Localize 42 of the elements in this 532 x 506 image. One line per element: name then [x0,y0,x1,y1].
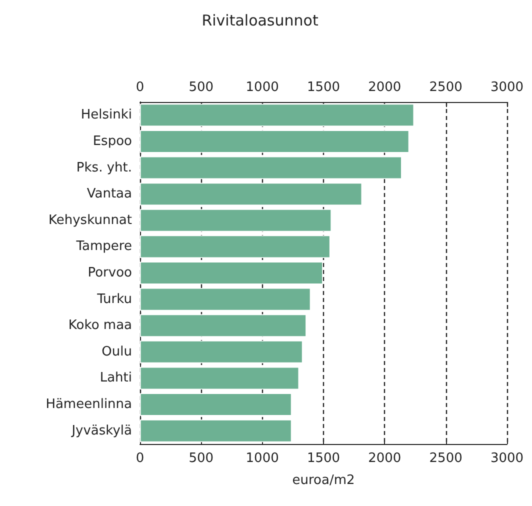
y-tick-label: Turku [96,292,132,307]
y-tick-label: Porvoo [88,266,132,280]
bar [140,130,410,153]
bar [140,340,303,364]
bar [140,235,330,258]
x-tick-label: 0 [136,451,144,466]
bar [140,156,402,180]
bar [140,288,311,311]
x-tick-label: 3000 [490,451,524,466]
y-tick-label: Tampere [75,239,132,254]
x2-tick-label: 3000 [490,80,524,95]
y-tick-label: Vantaa [86,186,132,202]
bar [140,182,362,206]
x2-tick-label: 500 [188,80,214,95]
x-tick-label: 1500 [306,451,340,466]
x2-tick-label: 1500 [306,80,340,95]
bar [140,262,323,284]
bar [140,314,306,337]
x-tick-label: 500 [188,451,214,466]
x2-tick-label: 2500 [429,80,462,95]
y-tick-label: Espoo [92,134,132,149]
y-tick-label: Oulu [102,344,132,360]
x-tick-label: 1000 [246,451,279,466]
bar [140,393,292,416]
y-tick-label: Lahti [100,370,132,386]
bar [140,420,292,442]
bar [140,209,332,232]
y-tick-label: Hämeenlinna [46,397,132,412]
chart-title: Rivitaloasunnot [202,12,318,30]
y-tick-label: Kehyskunnat [48,212,132,228]
bar [140,366,300,390]
x2-tick-label: 1000 [246,80,279,95]
y-tick-label: Jyväskylä [70,423,132,438]
x2-tick-label: 0 [136,80,144,95]
y-tick-label: Pks. yht. [76,160,132,176]
x2-tick-label: 2000 [368,80,402,95]
bar [140,104,414,126]
x-tick-label: 2500 [429,451,462,466]
x-tick-label: 2000 [368,451,402,466]
y-tick-label: Koko maa [68,318,132,334]
x-axis-title: euroa/m2 [292,473,355,488]
y-tick-label: Helsinki [80,108,132,123]
